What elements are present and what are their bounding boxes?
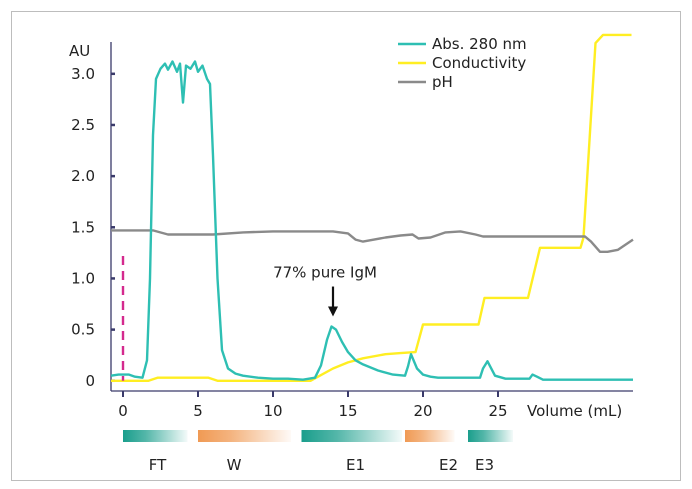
y-tick-label: 2.5 bbox=[71, 116, 95, 134]
fraction-bar-e2 bbox=[405, 430, 455, 442]
y-tick-label: 1.5 bbox=[71, 218, 95, 236]
fraction-bar-w bbox=[198, 430, 291, 442]
x-tick-label: 10 bbox=[263, 402, 282, 420]
series-layer bbox=[110, 33, 634, 382]
annotation-layer: 77% pure IgM bbox=[273, 264, 377, 317]
fraction-label-ft: FT bbox=[149, 456, 167, 474]
x-tick-label: 5 bbox=[193, 402, 203, 420]
annotation-purity: 77% pure IgM bbox=[273, 264, 377, 282]
y-tick-label: 3.0 bbox=[71, 65, 95, 83]
legend-label-ph: pH bbox=[432, 73, 453, 91]
annotation-arrow-head bbox=[328, 306, 338, 317]
series-line-ph bbox=[111, 229, 634, 254]
series-line-conductivity bbox=[111, 33, 632, 382]
fraction-bars: FT W E1 E2 E3 bbox=[123, 430, 513, 474]
fraction-label-e2: E2 bbox=[439, 456, 458, 474]
x-tick-label: 0 bbox=[118, 402, 128, 420]
x-tick-label: 25 bbox=[488, 402, 507, 420]
x-tick-label: 20 bbox=[413, 402, 432, 420]
fraction-bar-ft bbox=[123, 430, 188, 442]
series-line-abs bbox=[110, 60, 633, 381]
y-axis-label: AU bbox=[69, 42, 90, 60]
x-tick-label: 15 bbox=[338, 402, 357, 420]
y-tick-label: 1.0 bbox=[71, 269, 95, 287]
legend-label-abs: Abs. 280 nm bbox=[432, 35, 527, 53]
legend-label-conductivity: Conductivity bbox=[432, 54, 526, 72]
legend: Abs. 280 nm Conductivity pH bbox=[398, 35, 527, 91]
y-tick-label: 0 bbox=[85, 372, 95, 390]
y-tick-label: 0.5 bbox=[71, 321, 95, 339]
fraction-label-w: W bbox=[227, 456, 242, 474]
x-axis-label: Volume (mL) bbox=[527, 402, 622, 420]
fraction-label-e1: E1 bbox=[346, 456, 365, 474]
fraction-bar-e1 bbox=[301, 430, 402, 442]
chart-frame bbox=[11, 11, 681, 481]
y-tick-label: 2.0 bbox=[71, 167, 95, 185]
fraction-bar-e3 bbox=[468, 430, 513, 442]
axes: 0 0.5 1.0 1.5 2.0 2.5 3.0 0 5 10 15 20 25 AU Volume… bbox=[69, 42, 633, 420]
fraction-label-e3: E3 bbox=[475, 456, 494, 474]
